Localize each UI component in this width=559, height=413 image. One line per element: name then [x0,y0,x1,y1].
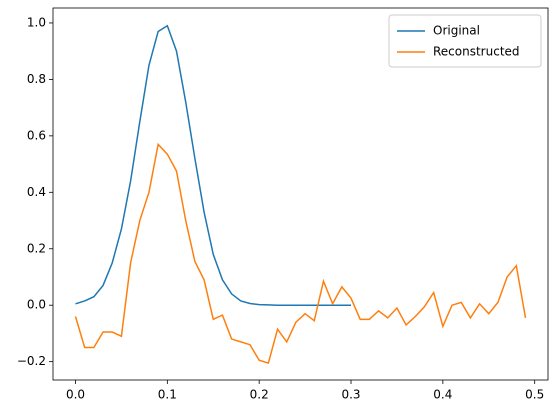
legend-box [388,14,542,68]
y-tick-label: 0.0 [27,298,46,312]
series-line [75,24,352,306]
y-tick-label: 1.0 [27,15,46,29]
x-tick-label: 0.3 [341,388,360,402]
y-tick-label: −0.2 [17,354,46,368]
legend-label: Reconstructed [433,45,520,59]
y-tick-label: 0.8 [27,72,46,86]
y-tick-label: 0.4 [27,185,46,199]
y-tick-label: 0.2 [27,241,46,255]
y-tick-label: 0.6 [27,128,46,142]
x-tick-label: 0.0 [66,388,85,402]
series-line [74,142,527,365]
plot-frame [52,7,549,381]
x-tick-label: 0.2 [250,388,269,402]
x-tick-label: 0.4 [433,388,452,402]
legend-label: Original [433,24,480,38]
x-tick-label: 0.1 [158,388,177,402]
x-tick-label: 0.5 [525,388,544,402]
